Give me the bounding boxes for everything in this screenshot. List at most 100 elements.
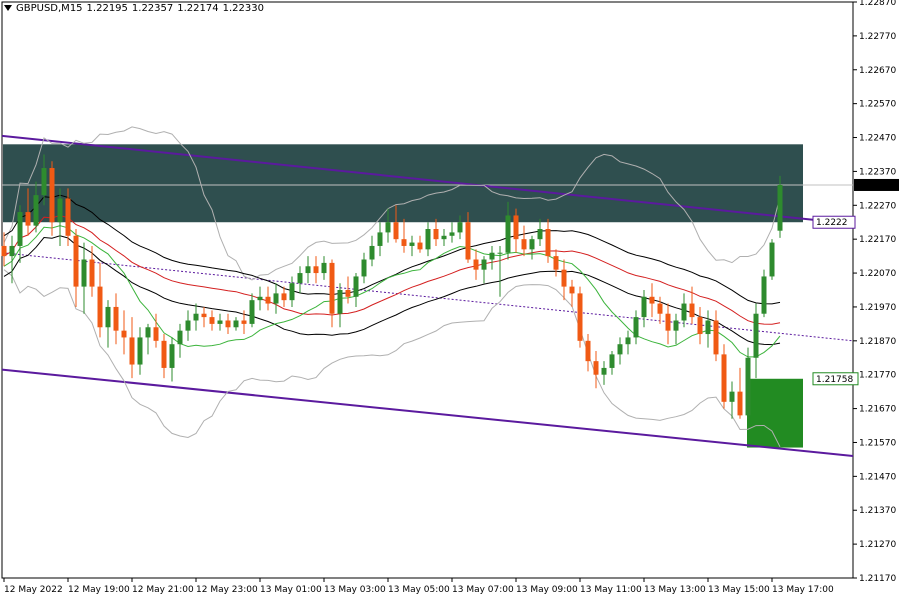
candle-body bbox=[265, 296, 271, 304]
long-entry-price-tag bbox=[812, 372, 859, 386]
candle-body bbox=[313, 266, 319, 274]
x-tick-label: 12 May 2022 bbox=[4, 585, 63, 595]
candle-body bbox=[473, 259, 479, 270]
candle-body bbox=[673, 320, 679, 331]
candle-body bbox=[129, 337, 135, 365]
candle-body bbox=[601, 367, 607, 375]
channel-price-tag-label: 1.2222 bbox=[816, 218, 848, 228]
candle-body bbox=[769, 242, 775, 277]
candle-body bbox=[89, 259, 95, 287]
candle-body bbox=[777, 184, 783, 231]
candle-body bbox=[217, 320, 223, 324]
y-tick-label: 1.21570 bbox=[859, 438, 896, 448]
candle-body bbox=[377, 232, 383, 246]
candle-body bbox=[521, 239, 527, 250]
ohlc-close: 1.22330 bbox=[222, 3, 264, 14]
candle-body bbox=[681, 303, 687, 321]
candle-body bbox=[353, 276, 359, 297]
candle-body bbox=[305, 266, 311, 274]
candle-body bbox=[185, 320, 191, 331]
candle-body bbox=[137, 337, 143, 365]
candle-body bbox=[161, 340, 167, 368]
x-tick-label: 12 May 21:00 bbox=[132, 585, 194, 595]
candle-body bbox=[169, 344, 175, 368]
y-tick-label: 1.22470 bbox=[859, 134, 896, 144]
y-tick-label: 1.22170 bbox=[859, 235, 896, 245]
candle-body bbox=[369, 245, 375, 260]
candle-body bbox=[561, 269, 567, 287]
y-tick-label: 1.21170 bbox=[859, 574, 896, 584]
candle-body bbox=[177, 330, 183, 345]
candle-body bbox=[257, 296, 263, 301]
candle-body bbox=[97, 286, 103, 328]
y-tick-label: 1.21470 bbox=[859, 472, 896, 482]
x-tick-label: 13 May 01:00 bbox=[260, 585, 322, 595]
y-tick-label: 1.22070 bbox=[859, 269, 896, 279]
channel-upper-line bbox=[1, 134, 854, 225]
y-tick-label: 1.22570 bbox=[859, 100, 896, 110]
ohlc-high: 1.22357 bbox=[131, 3, 174, 14]
candle-body bbox=[241, 320, 247, 324]
plot-frame bbox=[1, 1, 854, 579]
candle-body bbox=[625, 337, 631, 345]
candle-body bbox=[489, 252, 495, 260]
candle-body bbox=[65, 198, 71, 236]
candle-body bbox=[49, 168, 55, 223]
candle-body bbox=[209, 317, 215, 324]
x-tick-label: 13 May 03:00 bbox=[324, 585, 386, 595]
candle-body bbox=[1, 245, 7, 257]
y-tick-label: 1.22770 bbox=[859, 32, 896, 42]
current-price-tag bbox=[854, 178, 899, 191]
dropdown-triangle-icon[interactable] bbox=[4, 5, 12, 11]
candle-body bbox=[649, 296, 655, 304]
candle-body bbox=[57, 198, 63, 223]
y-tick-label: 1.22370 bbox=[859, 167, 896, 177]
y-tick-label: 1.21770 bbox=[859, 371, 896, 381]
candle-body bbox=[153, 327, 159, 341]
candle-body bbox=[457, 222, 463, 233]
x-tick-label: 12 May 19:00 bbox=[68, 585, 130, 595]
resistance-zone bbox=[3, 144, 803, 223]
candle-body bbox=[665, 313, 671, 331]
candle-body bbox=[41, 168, 47, 196]
candle-body bbox=[713, 320, 719, 355]
y-tick-label: 1.21670 bbox=[859, 405, 896, 415]
candle-body bbox=[105, 306, 111, 328]
candle-body bbox=[697, 317, 703, 335]
candle-body bbox=[113, 306, 119, 331]
candle-body bbox=[401, 239, 407, 246]
candle-body bbox=[73, 235, 79, 287]
candle-body bbox=[9, 245, 15, 257]
candle-body bbox=[481, 259, 487, 270]
candle-body bbox=[577, 293, 583, 341]
candle-body bbox=[553, 256, 559, 270]
channel-price-tag bbox=[812, 215, 856, 229]
candle-body bbox=[737, 391, 743, 416]
candle-body bbox=[249, 300, 255, 324]
candle-body bbox=[329, 262, 335, 314]
candle-body bbox=[17, 212, 23, 246]
candle-body bbox=[361, 259, 367, 277]
candle-body bbox=[761, 276, 767, 314]
candle-body bbox=[121, 330, 127, 338]
candle-body bbox=[441, 235, 447, 240]
y-tick-label: 1.22670 bbox=[859, 66, 896, 76]
x-tick-label: 13 May 05:00 bbox=[388, 585, 450, 595]
y-tick-label: 1.21970 bbox=[859, 303, 896, 313]
current-price-tag-label: 1.22330 bbox=[857, 181, 894, 191]
candle-body bbox=[537, 229, 543, 240]
candle-body bbox=[569, 286, 575, 294]
candle-body bbox=[505, 215, 511, 253]
candle-body bbox=[609, 354, 615, 368]
candle-body bbox=[409, 242, 415, 246]
x-tick-label: 13 May 15:00 bbox=[708, 585, 770, 595]
channel-mid-line bbox=[1, 252, 854, 342]
candle-body bbox=[393, 222, 399, 240]
candle-body bbox=[745, 357, 751, 416]
y-tick-label: 1.22870 bbox=[859, 0, 896, 8]
candle-body bbox=[201, 313, 207, 318]
candle-body bbox=[417, 242, 423, 250]
candle-body bbox=[449, 232, 455, 236]
candle-body bbox=[585, 340, 591, 362]
